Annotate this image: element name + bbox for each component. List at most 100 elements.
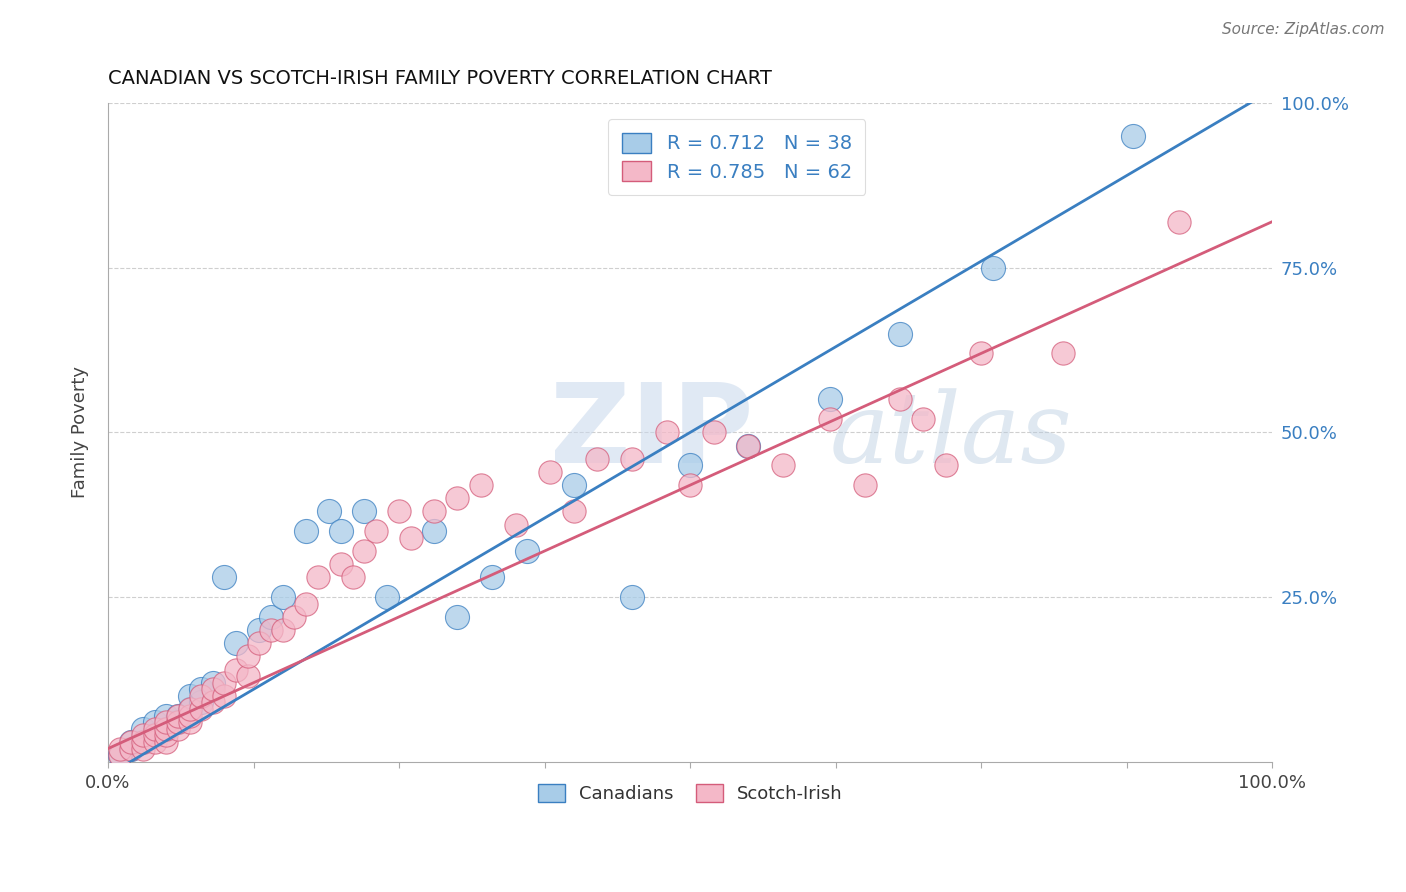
Point [225,663,247,677]
Text: ZIP: ZIP [551,379,754,486]
Point [179,689,201,703]
Point [889,326,911,341]
Point [353,504,375,518]
Point [329,524,352,539]
Point [329,557,352,571]
Point [1168,214,1191,228]
Point [1122,128,1144,143]
Point [236,669,259,683]
Point [271,623,294,637]
Point [772,458,794,473]
Point [423,504,446,518]
Point [540,465,562,479]
Point [108,748,131,763]
Point [132,728,155,742]
Point [562,478,585,492]
Point [377,590,399,604]
Point [283,610,305,624]
Point [179,715,201,730]
Point [853,478,876,492]
Point [260,610,283,624]
Point [143,735,166,749]
Legend: Canadians, Scotch-Irish: Canadians, Scotch-Irish [529,774,852,812]
Point [679,478,702,492]
Point [155,722,177,736]
Point [586,451,609,466]
Point [399,531,422,545]
Point [621,590,644,604]
Text: Source: ZipAtlas.com: Source: ZipAtlas.com [1222,22,1385,37]
Point [190,689,212,703]
Point [179,702,201,716]
Point [423,524,446,539]
Point [737,438,759,452]
Point [143,715,166,730]
Point [214,675,236,690]
Point [236,649,259,664]
Point [167,708,190,723]
Point [562,504,585,518]
Point [132,735,155,749]
Point [1052,346,1074,360]
Point [912,412,935,426]
Point [179,708,201,723]
Point [307,570,329,584]
Point [446,610,468,624]
Point [108,741,131,756]
Point [132,735,155,749]
Point [120,741,142,756]
Point [132,741,155,756]
Point [655,425,678,440]
Point [167,722,190,736]
Point [201,682,224,697]
Point [155,715,177,730]
Point [446,491,468,506]
Point [470,478,492,492]
Point [516,544,538,558]
Point [108,748,131,763]
Point [201,675,224,690]
Point [481,570,503,584]
Point [247,636,270,650]
Point [889,392,911,407]
Point [935,458,957,473]
Text: CANADIAN VS SCOTCH-IRISH FAMILY POVERTY CORRELATION CHART: CANADIAN VS SCOTCH-IRISH FAMILY POVERTY … [108,69,772,87]
Point [120,735,142,749]
Point [143,722,166,736]
Point [214,570,236,584]
Point [143,728,166,742]
Point [155,708,177,723]
Point [155,735,177,749]
Point [295,524,318,539]
Point [201,696,224,710]
Point [737,438,759,452]
Point [505,517,527,532]
Point [120,741,142,756]
Point [679,458,702,473]
Point [318,504,340,518]
Point [353,544,375,558]
Point [702,425,724,440]
Point [167,715,190,730]
Point [120,735,142,749]
Point [167,708,190,723]
Point [818,412,841,426]
Point [190,682,212,697]
Point [155,722,177,736]
Point [981,260,1004,275]
Point [364,524,387,539]
Point [225,636,247,650]
Point [155,728,177,742]
Point [167,715,190,730]
Point [818,392,841,407]
Point [179,702,201,716]
Point [260,623,283,637]
Point [621,451,644,466]
Point [271,590,294,604]
Point [247,623,270,637]
Point [132,722,155,736]
Point [214,689,236,703]
Point [342,570,364,584]
Point [143,728,166,742]
Text: atlas: atlas [830,388,1073,483]
